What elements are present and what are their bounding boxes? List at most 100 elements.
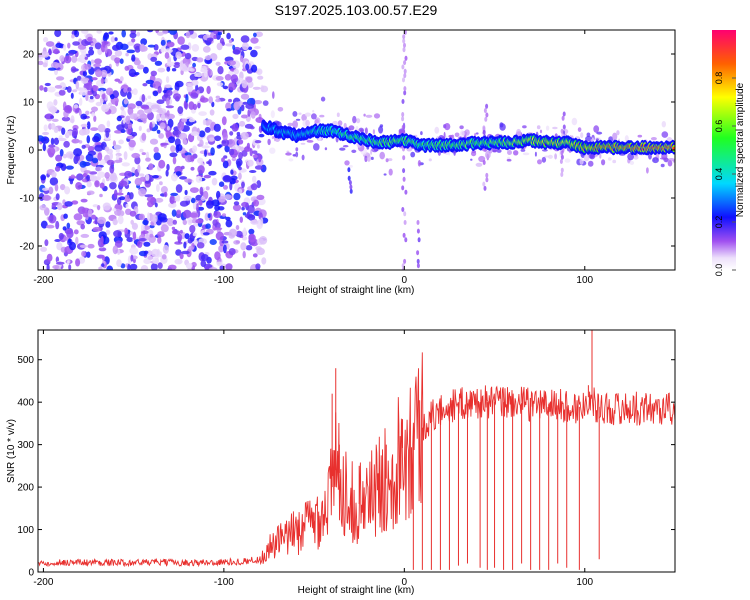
noise-cell bbox=[214, 222, 221, 229]
streak-cell bbox=[483, 108, 487, 114]
noise-cell bbox=[168, 30, 178, 35]
noise-cell bbox=[82, 173, 88, 177]
noise-cell bbox=[205, 223, 211, 229]
noise-cell bbox=[156, 109, 164, 113]
noise-cell bbox=[109, 182, 117, 190]
noise-cell bbox=[112, 44, 120, 51]
noise-cell bbox=[224, 74, 232, 81]
noise-cell bbox=[145, 157, 151, 162]
noise-cell bbox=[120, 43, 129, 50]
noise-cell bbox=[166, 97, 170, 106]
noise-cell bbox=[185, 31, 191, 39]
noise-cell bbox=[131, 166, 136, 175]
noise-cell bbox=[196, 57, 204, 63]
noise-cell bbox=[208, 96, 213, 104]
noise-cell bbox=[167, 118, 174, 128]
noise-cell bbox=[110, 36, 116, 43]
noise-cell bbox=[143, 241, 151, 247]
noise-cell bbox=[119, 76, 124, 82]
noise-cell bbox=[248, 228, 255, 235]
noise-cell bbox=[204, 149, 207, 157]
scatter-cell bbox=[534, 151, 537, 157]
noise-cell bbox=[166, 61, 175, 67]
noise-cell bbox=[181, 118, 188, 123]
noise-cell bbox=[102, 256, 106, 261]
noise-cell bbox=[252, 154, 258, 159]
noise-cell bbox=[44, 239, 49, 247]
noise-cell bbox=[87, 36, 93, 42]
noise-cell bbox=[210, 147, 215, 156]
noise-cell bbox=[127, 263, 131, 270]
scatter-cell bbox=[451, 134, 455, 140]
noise-cell bbox=[218, 181, 225, 187]
noise-cell bbox=[240, 104, 245, 112]
noise-cell bbox=[221, 116, 227, 126]
noise-cell bbox=[101, 263, 105, 267]
noise-cell bbox=[198, 130, 206, 138]
noise-cell bbox=[171, 209, 177, 217]
snr-y-tick-label: 300 bbox=[17, 440, 34, 451]
scatter-cell bbox=[516, 128, 522, 137]
streak-cell bbox=[404, 189, 408, 195]
noise-cell bbox=[190, 197, 196, 204]
noise-cell bbox=[86, 251, 91, 258]
noise-cell bbox=[186, 66, 193, 72]
noise-cell bbox=[80, 113, 87, 120]
streak-cell bbox=[562, 111, 566, 117]
noise-cell bbox=[221, 157, 225, 163]
noise-cell bbox=[216, 42, 223, 51]
streak-cell bbox=[348, 180, 352, 186]
noise-cell bbox=[132, 88, 138, 96]
noise-cell bbox=[202, 232, 210, 236]
noise-cell bbox=[184, 189, 188, 196]
noise-cell bbox=[198, 111, 207, 116]
noise-cell bbox=[251, 64, 258, 73]
noise-cell bbox=[226, 108, 233, 112]
scatter-cell bbox=[485, 150, 491, 159]
noise-cell bbox=[250, 37, 259, 44]
noise-cell bbox=[179, 176, 188, 180]
noise-cell bbox=[94, 42, 102, 50]
noise-cell bbox=[105, 221, 111, 228]
noise-cell bbox=[54, 30, 62, 38]
streak-cell bbox=[402, 47, 406, 53]
noise-cell bbox=[94, 144, 104, 152]
noise-cell bbox=[141, 152, 146, 156]
noise-cell bbox=[175, 51, 182, 59]
noise-cell bbox=[147, 44, 156, 48]
colorbar: 0.0 0.2 0.4 0.6 0.8 Normalized spectral ampl… bbox=[712, 30, 746, 276]
noise-cell bbox=[248, 108, 255, 112]
scatter-cell bbox=[554, 153, 557, 160]
noise-cell bbox=[211, 101, 215, 108]
noise-cell bbox=[221, 240, 229, 244]
spectrogram-y-ticks: -20 -10 0 10 20 bbox=[20, 50, 675, 253]
noise-cell bbox=[42, 195, 52, 201]
noise-cell bbox=[166, 66, 171, 72]
scatter-cell bbox=[337, 120, 343, 126]
noise-cell bbox=[206, 37, 214, 42]
noise-cell bbox=[166, 218, 175, 227]
scatter-cell bbox=[520, 148, 526, 152]
noise-cell bbox=[192, 145, 198, 153]
noise-cell bbox=[114, 78, 121, 82]
noise-cell bbox=[81, 250, 86, 257]
noise-cell bbox=[97, 216, 106, 224]
noise-cell bbox=[174, 258, 183, 265]
scatter-cell bbox=[271, 136, 274, 140]
scatter-cell bbox=[506, 158, 512, 162]
scatter-cell bbox=[273, 136, 276, 142]
scatter-cell bbox=[365, 114, 373, 118]
noise-cell bbox=[239, 55, 244, 63]
noise-cell bbox=[134, 72, 140, 76]
scatter-cell bbox=[536, 125, 541, 130]
scatter-cell bbox=[267, 138, 271, 146]
noise-cell bbox=[160, 113, 166, 122]
noise-cell bbox=[46, 253, 53, 262]
noise-cell bbox=[97, 87, 107, 92]
noise-cell bbox=[127, 87, 132, 93]
noise-cell bbox=[160, 142, 169, 146]
noise-cell bbox=[55, 154, 63, 162]
scatter-cell bbox=[470, 158, 473, 161]
noise-cell bbox=[105, 130, 110, 138]
noise-cell bbox=[63, 140, 70, 148]
